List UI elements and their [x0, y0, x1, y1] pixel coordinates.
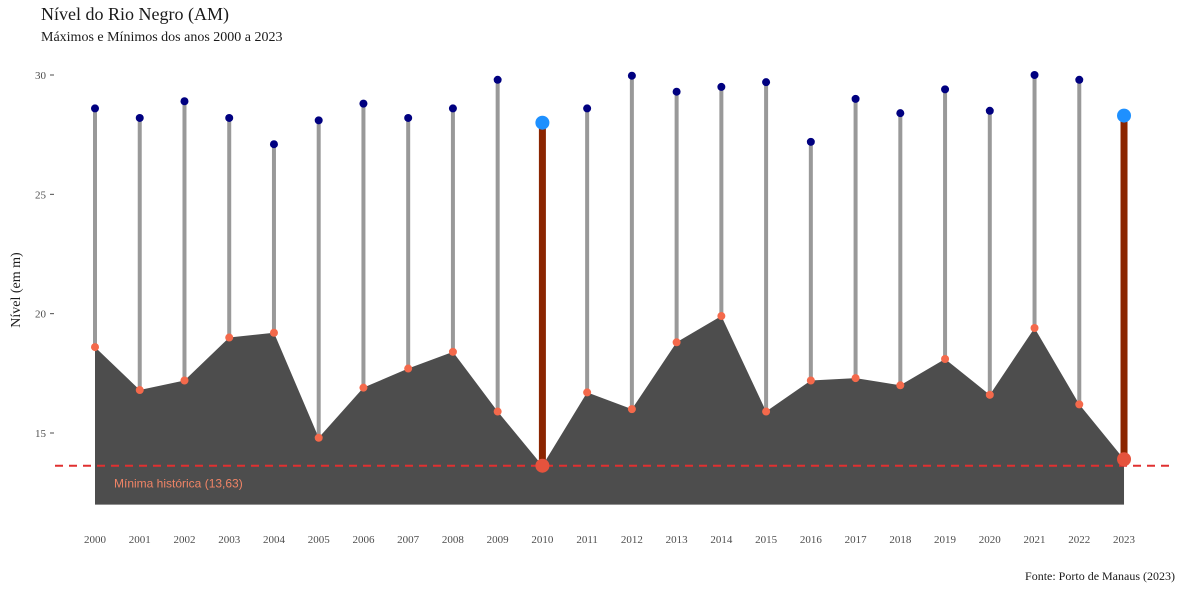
min-point — [851, 374, 860, 383]
x-tick-label: 2018 — [889, 534, 912, 546]
max-point — [91, 104, 99, 113]
max-point — [225, 113, 234, 122]
x-tick-label: 2023 — [1113, 534, 1136, 546]
max-point — [806, 137, 815, 146]
min-point — [493, 407, 502, 416]
min-point — [1075, 400, 1084, 409]
max-point — [314, 116, 323, 125]
max-point — [535, 115, 550, 130]
min-point — [806, 376, 815, 385]
minimum-level-area — [95, 316, 1125, 505]
max-point — [672, 87, 681, 96]
max-point — [1075, 75, 1084, 84]
max-point — [448, 104, 457, 113]
x-tick-label: 2009 — [487, 534, 510, 546]
max-point — [135, 113, 144, 122]
min-point — [1030, 323, 1039, 332]
max-point — [627, 71, 636, 80]
max-point — [583, 104, 592, 113]
min-point — [180, 376, 189, 385]
max-point — [404, 113, 413, 122]
max-point — [493, 75, 502, 84]
x-tick-label: 2020 — [979, 534, 1002, 546]
min-point — [583, 388, 592, 397]
min-point — [1117, 452, 1132, 467]
y-tick-label: 30 — [35, 70, 47, 82]
min-point — [448, 347, 457, 356]
min-point — [627, 405, 636, 414]
x-tick-label: 2008 — [442, 534, 465, 546]
y-tick-label: 15 — [35, 428, 47, 440]
x-tick-label: 2011 — [576, 534, 598, 546]
min-point — [269, 328, 278, 337]
chart-caption: Fonte: Porto de Manaus (2023) — [1025, 569, 1175, 583]
max-point — [1030, 71, 1039, 79]
min-point — [896, 381, 905, 390]
x-tick-label: 2017 — [845, 534, 868, 546]
min-point — [535, 458, 550, 473]
min-point — [135, 386, 144, 395]
x-tick-label: 2005 — [308, 534, 331, 546]
x-tick-label: 2013 — [666, 534, 689, 546]
max-point — [717, 82, 726, 91]
min-point — [359, 383, 368, 392]
x-tick-label: 2006 — [352, 534, 375, 546]
min-point — [314, 433, 323, 442]
x-tick-label: 2019 — [934, 534, 957, 546]
x-tick-label: 2000 — [84, 534, 107, 546]
x-tick-label: 2001 — [129, 534, 151, 546]
x-tick-label: 2012 — [621, 534, 643, 546]
x-tick-label: 2022 — [1068, 534, 1090, 546]
x-tick-label: 2004 — [263, 534, 286, 546]
max-point — [180, 97, 189, 106]
min-point — [717, 312, 726, 321]
max-point — [1117, 108, 1132, 123]
x-tick-label: 2007 — [397, 534, 420, 546]
x-tick-label: 2002 — [173, 534, 195, 546]
y-tick-label: 25 — [35, 189, 47, 201]
max-point — [896, 109, 905, 118]
chart-subtitle: Máximos e Mínimos dos anos 2000 a 2023 — [41, 30, 283, 45]
min-point — [225, 333, 234, 342]
x-tick-label: 2003 — [218, 534, 241, 546]
min-point — [672, 338, 681, 347]
min-point — [91, 343, 99, 352]
min-point — [762, 407, 771, 416]
max-point — [269, 140, 278, 149]
x-tick-label: 2010 — [531, 534, 554, 546]
x-tick-label: 2021 — [1024, 534, 1046, 546]
x-tick-label: 2016 — [800, 534, 823, 546]
x-tick-label: 2014 — [710, 534, 733, 546]
max-point — [762, 78, 771, 87]
y-axis-title: Nível (em m) — [9, 252, 24, 328]
chart-title: Nível do Rio Negro (AM) — [41, 4, 229, 24]
y-tick-label: 20 — [35, 309, 47, 321]
min-point — [404, 364, 413, 373]
max-point — [985, 106, 994, 115]
x-tick-label: 2015 — [755, 534, 778, 546]
historic-minimum-label: Mínima histórica (13,63) — [114, 477, 243, 491]
min-point — [985, 390, 994, 399]
max-point — [941, 85, 950, 94]
max-point — [359, 99, 368, 108]
max-point — [851, 94, 860, 103]
min-point — [941, 355, 950, 364]
